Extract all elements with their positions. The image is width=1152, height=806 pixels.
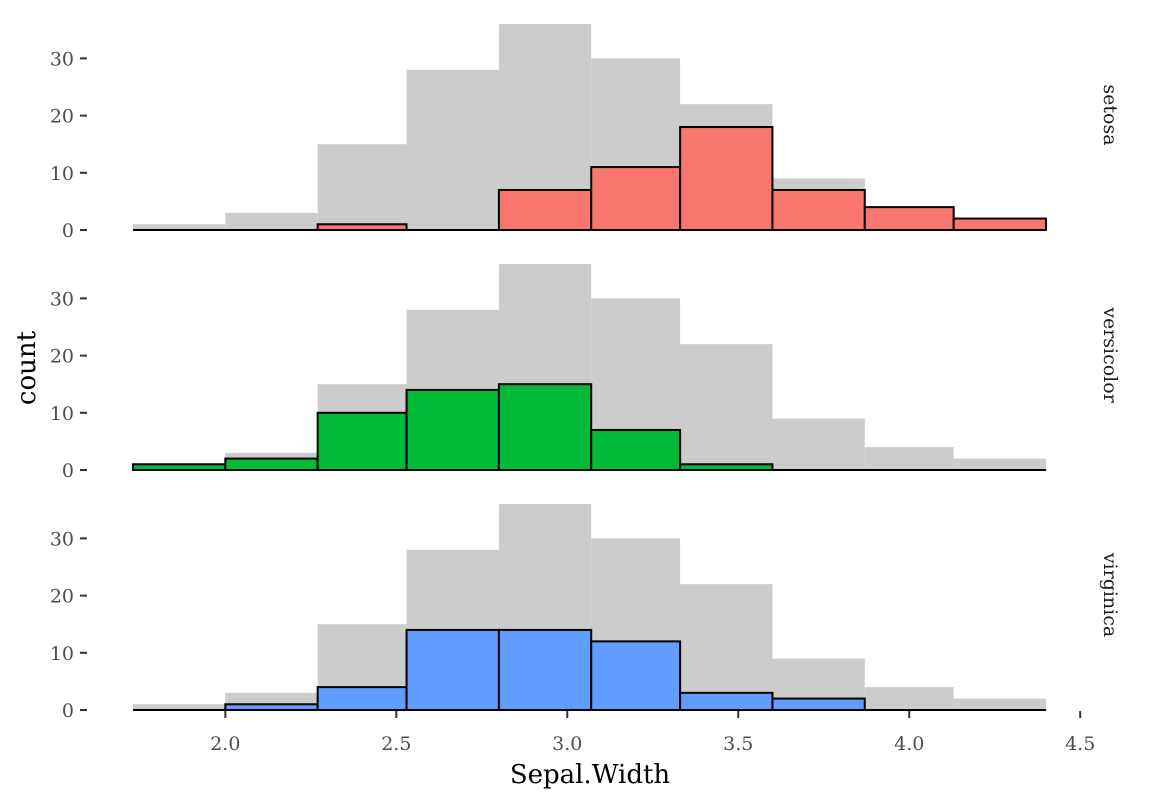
facet-label: setosa (1099, 84, 1121, 145)
histogram-bar (497, 188, 593, 232)
histogram-bar (405, 388, 500, 472)
x-tick-label: 3.5 (723, 733, 753, 755)
y-tick-label: 20 (50, 346, 74, 368)
histogram-bar (863, 206, 955, 231)
facet-label: versicolor (1099, 306, 1121, 403)
background-bar (680, 344, 773, 470)
x-tick-label: 2.5 (381, 733, 411, 755)
x-tick-label: 3.0 (552, 733, 582, 755)
histogram-bar (771, 188, 866, 232)
background-bar (953, 698, 1046, 710)
y-tick-label: 30 (50, 288, 74, 310)
background-bar (864, 447, 954, 470)
background-bar (953, 458, 1046, 470)
histogram-bar (497, 383, 593, 472)
histogram-bar (224, 457, 319, 471)
histogram-bar (316, 411, 408, 471)
histogram-bar (405, 628, 500, 711)
histogram-bar (679, 691, 774, 712)
y-tick-label: 30 (50, 48, 74, 70)
y-tick-label: 20 (50, 586, 74, 608)
background-bar (317, 144, 407, 230)
y-tick-label: 20 (50, 106, 74, 128)
background-bar (133, 224, 226, 230)
histogram-bar (771, 697, 866, 711)
histogram-bar (590, 640, 682, 711)
y-tick-label: 10 (50, 643, 74, 665)
background-bar (406, 69, 499, 230)
x-tick-label: 4.5 (1065, 733, 1095, 755)
y-tick-label: 30 (50, 528, 74, 550)
x-axis-title: Sepal.Width (510, 760, 671, 790)
background-bar (772, 418, 865, 470)
y-axis-title: count (12, 330, 42, 405)
y-tick-label: 0 (62, 700, 74, 722)
x-tick-label: 4.0 (894, 733, 924, 755)
background-bar (225, 212, 318, 230)
y-tick-label: 0 (62, 220, 74, 242)
histogram-bar (497, 628, 593, 711)
background-bar (680, 584, 773, 710)
y-tick-label: 0 (62, 460, 74, 482)
background-bar (864, 687, 954, 710)
facet-label: virginica (1099, 552, 1121, 637)
histogram-bar (952, 217, 1047, 231)
y-tick-label: 10 (50, 163, 74, 185)
background-bar (133, 704, 226, 710)
histogram-bar (590, 166, 682, 231)
histogram-bar (316, 686, 408, 711)
histogram-bar (590, 428, 682, 471)
histogram-bar (679, 126, 774, 231)
y-tick-label: 10 (50, 403, 74, 425)
x-tick-label: 2.0 (210, 733, 240, 755)
